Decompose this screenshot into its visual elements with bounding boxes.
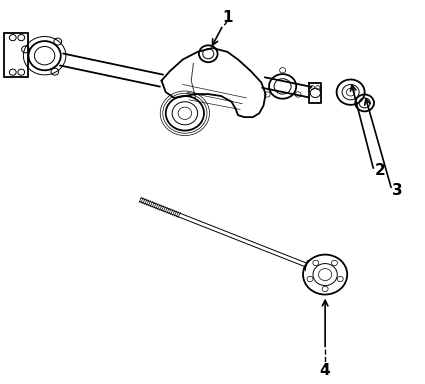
Text: 4: 4	[320, 363, 331, 378]
Text: 2: 2	[375, 163, 386, 179]
Text: 1: 1	[222, 10, 232, 25]
Text: 3: 3	[392, 182, 402, 198]
